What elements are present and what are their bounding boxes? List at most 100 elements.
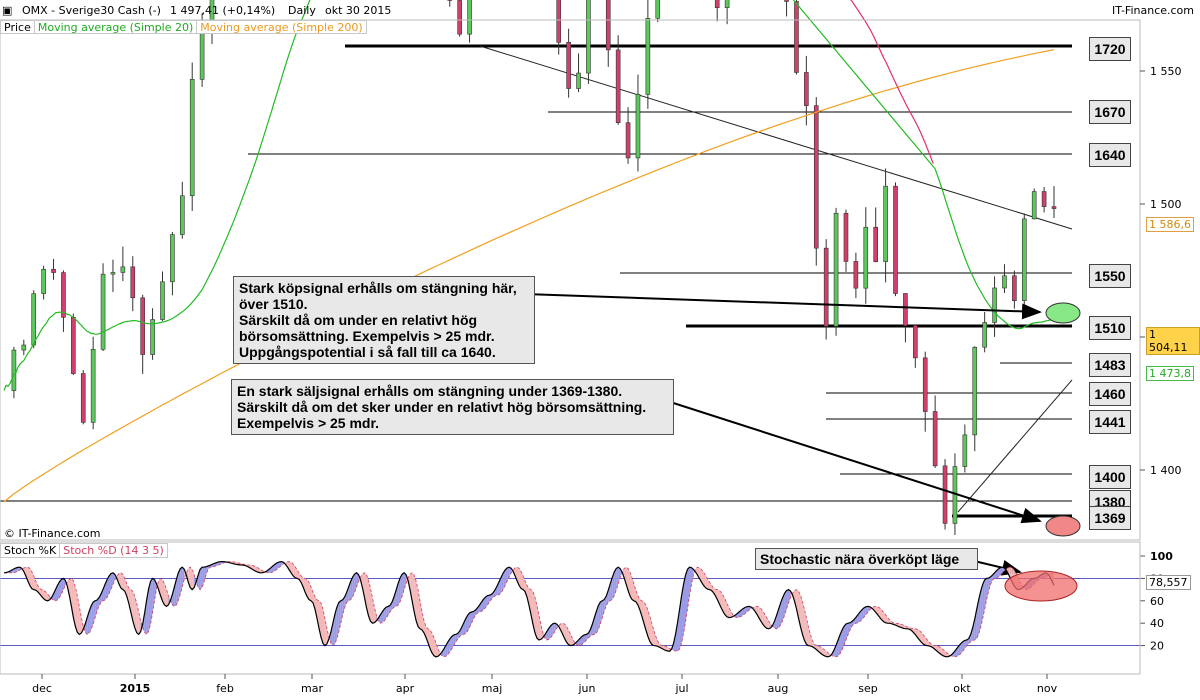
legend-ma20[interactable]: Moving average (Simple 20) xyxy=(33,20,198,34)
candle-body xyxy=(1041,191,1047,207)
stoch-fill xyxy=(921,632,924,644)
candle-body xyxy=(784,0,789,2)
stoch-fill xyxy=(414,574,417,621)
stoch-fill xyxy=(374,607,377,623)
stoch-fill xyxy=(309,582,312,601)
stoch-fill xyxy=(883,612,886,623)
stoch-fill xyxy=(255,566,258,573)
stoch-fill xyxy=(580,636,583,646)
legend-stoch-k[interactable]: Stoch %K xyxy=(0,543,61,558)
x-tick-label: nov xyxy=(1037,682,1058,695)
chart-quote: 1 497,41 (+0,14%) xyxy=(170,4,276,17)
stoch-fill xyxy=(392,596,395,609)
stoch-y-tick-label: 100 xyxy=(1150,550,1173,563)
x-tick-label: jun xyxy=(578,682,596,695)
level-label-1640: 1640 xyxy=(1089,143,1131,167)
stoch-fill xyxy=(435,642,438,657)
stoch-fill xyxy=(665,646,668,651)
stoch-fill xyxy=(847,622,850,635)
candle-body xyxy=(110,272,116,275)
stoch-fill xyxy=(47,593,50,601)
x-tick-label: maj xyxy=(482,682,503,695)
stoch-fill xyxy=(576,640,579,646)
stoch-fill xyxy=(69,578,72,607)
stoch-fill xyxy=(206,566,209,575)
stoch-fill xyxy=(824,649,827,657)
stoch-fill xyxy=(572,638,575,646)
stoch-fill xyxy=(110,572,113,590)
candles xyxy=(11,0,1057,535)
candle-body xyxy=(61,272,66,318)
stoch-fill xyxy=(61,578,64,594)
stoch-fill xyxy=(540,624,543,640)
legend-stoch-d[interactable]: Stoch %D (14 3 5) xyxy=(59,543,168,558)
chart-period: Daily xyxy=(288,4,316,17)
level-label-1369: 1369 xyxy=(1089,506,1131,530)
stoch-fill xyxy=(637,595,640,611)
stoch-fill xyxy=(95,599,98,618)
candle-body xyxy=(615,49,621,123)
x-tick-label: sep xyxy=(858,682,877,695)
stoch-fill xyxy=(723,595,726,615)
stoch-fill xyxy=(297,570,300,580)
stoch-fill xyxy=(295,566,298,579)
stoch-fill xyxy=(715,589,718,600)
stoch-fill xyxy=(489,594,492,603)
stoch-fill xyxy=(630,572,633,600)
legend-price[interactable]: Price xyxy=(0,20,35,34)
stoch-fill xyxy=(600,600,603,625)
x-tick-label: aug xyxy=(768,682,789,695)
stoch-fill xyxy=(788,589,791,604)
stoch-fill xyxy=(913,628,916,635)
candle-body xyxy=(90,348,96,423)
stoch-fill xyxy=(136,603,139,635)
stoch-fill xyxy=(109,573,111,594)
stoch-fill xyxy=(879,608,882,620)
stoch-fill xyxy=(354,572,357,593)
stoch-fill xyxy=(521,571,524,590)
candle-body xyxy=(189,79,195,197)
stoch-fill xyxy=(180,567,183,595)
candle-body xyxy=(645,17,651,95)
stoch-fill xyxy=(822,647,825,656)
y-tick-label: 1 400 xyxy=(1150,464,1182,477)
level-label-1441: 1441 xyxy=(1089,410,1131,434)
stoch-fill xyxy=(624,567,627,584)
stoch-fill xyxy=(867,606,870,613)
stoch-fill xyxy=(744,606,747,614)
stoch-fill xyxy=(85,617,88,635)
stoch-fill xyxy=(75,586,78,633)
stoch-fill xyxy=(97,597,100,612)
stoch-fill xyxy=(689,567,692,597)
stoch-fill xyxy=(853,617,856,625)
stoch-fill xyxy=(293,564,296,578)
stoch-fill xyxy=(35,580,38,592)
stoch-fill xyxy=(982,579,985,619)
stoch-panel-frame xyxy=(0,541,1141,675)
stoch-fill xyxy=(467,612,470,632)
stoch-fill xyxy=(632,577,634,601)
stoch-fill xyxy=(947,652,949,657)
stoch-fill xyxy=(842,626,844,650)
level-label-1460: 1460 xyxy=(1089,382,1131,406)
chart-date: okt 30 2015 xyxy=(325,4,392,17)
candle-body xyxy=(972,346,978,436)
stoch-fill xyxy=(356,572,359,587)
stoch-fill xyxy=(943,649,946,657)
candle-body xyxy=(1012,275,1017,302)
candle-body xyxy=(120,266,126,273)
stoch-fill xyxy=(275,562,278,571)
legend-ma200[interactable]: Moving average (Simple 200) xyxy=(196,20,367,34)
stoch-fill xyxy=(134,596,137,633)
ma20-last-label: 1 473,8 xyxy=(1146,366,1194,381)
stoch-y-tick-label: 60 xyxy=(1150,595,1164,608)
stoch-fill xyxy=(200,567,203,590)
stoch-fill xyxy=(158,578,161,596)
candle-body xyxy=(41,268,46,294)
stoch-fill xyxy=(612,572,615,600)
stoch-fill xyxy=(570,634,573,646)
stoch-fill xyxy=(190,567,193,590)
stoch-fill xyxy=(653,630,656,646)
stoch-fill xyxy=(903,625,906,629)
stochastic-note: Stochastic nära överköpt läge xyxy=(755,548,978,570)
